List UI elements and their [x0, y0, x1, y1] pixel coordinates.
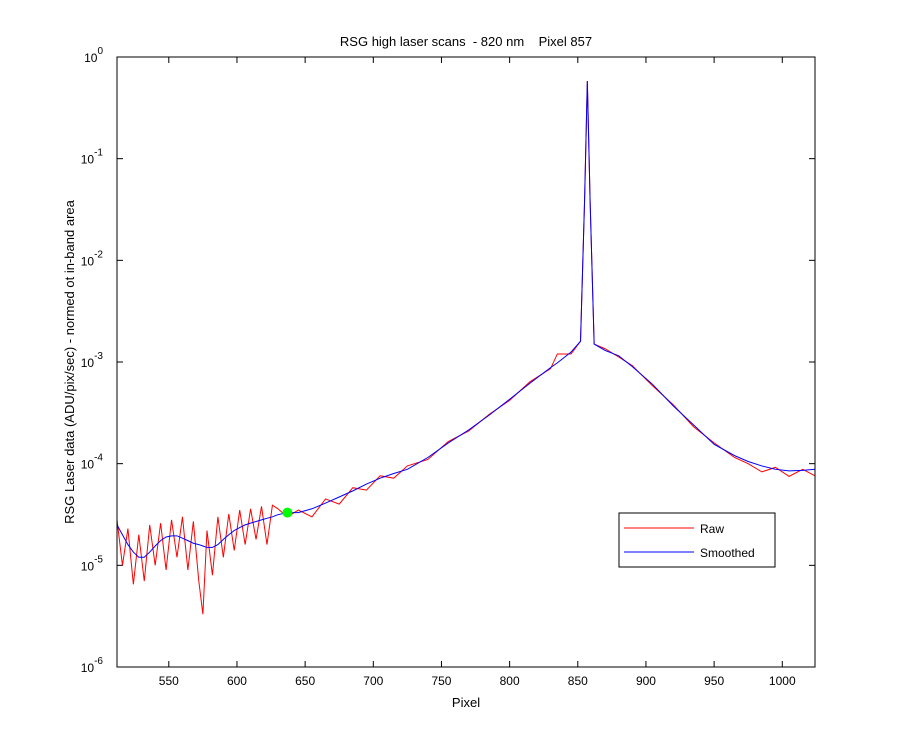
x-tick-label: 950 — [704, 674, 724, 688]
y-tick-label: 100 — [84, 46, 103, 65]
y-tick-exponent: -2 — [94, 249, 103, 260]
y-tick-exponent: -6 — [94, 656, 103, 667]
y-tick-exponent: -4 — [94, 453, 103, 464]
x-tick-label: 600 — [227, 674, 247, 688]
y-tick-base: 10 — [81, 153, 95, 167]
y-tick-base: 10 — [81, 559, 95, 573]
y-tick-base: 10 — [81, 254, 95, 268]
x-tick-label: 700 — [363, 674, 383, 688]
y-tick-exponent: -5 — [94, 554, 103, 565]
x-tick-label: 750 — [431, 674, 451, 688]
x-tick-label: 900 — [636, 674, 656, 688]
y-axis-label: RSG Laser data (ADU/pix/sec) - normed ot… — [62, 199, 77, 523]
y-tick-label: 10-5 — [81, 554, 104, 573]
y-tick-label: 10-2 — [81, 249, 104, 268]
highlight-point — [282, 507, 293, 518]
legend-label: Raw — [700, 522, 724, 536]
y-tick-label: 10-4 — [81, 453, 104, 472]
y-tick-base: 10 — [84, 51, 98, 65]
legend-box — [618, 512, 776, 568]
x-tick-label: 850 — [568, 674, 588, 688]
y-tick-exponent: 0 — [97, 46, 103, 57]
x-tick-label: 1000 — [769, 674, 796, 688]
x-tick-label: 550 — [159, 674, 179, 688]
legend-label: Smoothed — [700, 546, 755, 560]
y-tick-exponent: -3 — [94, 351, 103, 362]
y-tick-base: 10 — [81, 661, 95, 675]
y-tick-exponent: -1 — [94, 148, 103, 159]
x-tick-label: 650 — [295, 674, 315, 688]
y-tick-base: 10 — [81, 356, 95, 370]
x-axis-label: Pixel — [452, 695, 480, 710]
y-tick-label: 10-6 — [81, 656, 104, 675]
y-tick-label: 10-3 — [81, 351, 104, 370]
chart-title: RSG high laser scans - 820 nm Pixel 857 — [340, 34, 592, 49]
x-tick-label: 800 — [500, 674, 520, 688]
axes-box — [116, 56, 816, 668]
series-line — [117, 81, 815, 558]
y-tick-label: 10-1 — [81, 148, 104, 167]
y-tick-base: 10 — [81, 458, 95, 472]
